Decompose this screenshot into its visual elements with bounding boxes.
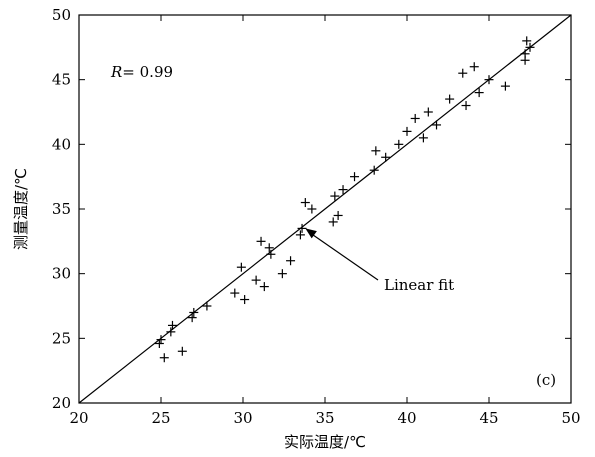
panel-label: (c) xyxy=(536,371,556,389)
data-point xyxy=(187,313,197,323)
data-point xyxy=(297,223,307,233)
data-point xyxy=(474,88,484,98)
data-point xyxy=(350,172,360,182)
y-tick-label: 30 xyxy=(52,265,71,283)
data-point xyxy=(236,262,246,272)
data-point xyxy=(167,320,177,330)
data-point xyxy=(369,165,379,175)
annotation-arrow xyxy=(305,228,379,281)
data-point xyxy=(500,81,510,91)
r-symbol: R xyxy=(110,63,122,81)
data-point xyxy=(410,113,420,123)
data-point xyxy=(525,42,535,52)
data-point xyxy=(286,256,296,266)
data-point xyxy=(394,139,404,149)
data-point xyxy=(461,101,471,111)
data-point xyxy=(230,288,240,298)
y-tick-label: 20 xyxy=(52,394,71,412)
data-point xyxy=(330,191,340,201)
x-tick-label: 20 xyxy=(69,409,88,427)
data-point xyxy=(256,236,266,246)
x-tick-label: 30 xyxy=(233,409,252,427)
data-point xyxy=(445,94,455,104)
data-point xyxy=(338,185,348,195)
y-tick-label: 35 xyxy=(52,200,71,218)
data-point xyxy=(520,49,530,59)
x-tick-label: 40 xyxy=(397,409,416,427)
data-point xyxy=(295,230,305,240)
x-tick-label: 25 xyxy=(151,409,170,427)
correlation-label: R= 0.99 xyxy=(110,63,173,81)
data-point xyxy=(423,107,433,117)
data-point xyxy=(189,307,199,317)
data-point xyxy=(277,269,287,279)
x-tick-label: 45 xyxy=(479,409,498,427)
data-point xyxy=(266,249,276,259)
data-point xyxy=(202,301,212,311)
x-axis-label: 实际温度/℃ xyxy=(284,433,366,451)
data-point xyxy=(177,346,187,356)
arrow-head xyxy=(305,228,317,239)
data-point xyxy=(402,126,412,136)
arrow-shaft xyxy=(308,231,379,281)
data-point xyxy=(333,210,343,220)
data-point xyxy=(432,120,442,130)
data-points xyxy=(154,36,535,363)
axis-ticks xyxy=(78,14,572,404)
data-point xyxy=(156,335,166,345)
data-point xyxy=(328,217,338,227)
data-point xyxy=(159,353,169,363)
x-tick-label: 35 xyxy=(315,409,334,427)
x-tick-label: 50 xyxy=(561,409,580,427)
y-tick-label: 25 xyxy=(52,329,71,347)
fit-line-label: Linear fit xyxy=(384,276,454,294)
data-point xyxy=(418,133,428,143)
y-tick-label: 50 xyxy=(52,6,71,24)
data-point xyxy=(371,146,381,156)
data-point xyxy=(458,68,468,78)
data-point xyxy=(240,295,250,305)
data-point xyxy=(166,327,176,337)
y-tick-label: 45 xyxy=(52,71,71,89)
data-point xyxy=(469,62,479,72)
data-point xyxy=(154,339,164,349)
data-point xyxy=(264,243,274,253)
data-point xyxy=(484,75,494,85)
data-point xyxy=(259,282,269,292)
data-point xyxy=(381,152,391,162)
data-point xyxy=(251,275,261,285)
r-value: = 0.99 xyxy=(122,63,173,81)
data-point xyxy=(300,198,310,208)
data-point xyxy=(522,36,532,46)
y-tick-label: 40 xyxy=(52,135,71,153)
tick-labels: 20 25 30 35 40 45 50 20 25 30 35 40 45 50 xyxy=(52,6,581,427)
y-axis-label: 测量温度/℃ xyxy=(12,168,30,250)
data-point xyxy=(307,204,317,214)
